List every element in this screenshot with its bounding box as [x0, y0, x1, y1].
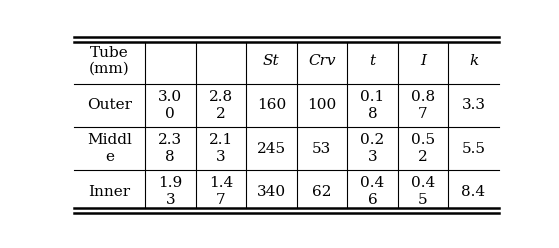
Text: 245: 245 [257, 142, 286, 155]
Text: 0.8
7: 0.8 7 [411, 90, 435, 121]
Text: 2.8
2: 2.8 2 [209, 90, 233, 121]
Text: k: k [469, 54, 478, 68]
Text: 0.4
5: 0.4 5 [411, 177, 435, 207]
Text: St: St [263, 54, 280, 68]
Text: 160: 160 [257, 98, 286, 113]
Text: 1.4
7: 1.4 7 [209, 177, 233, 207]
Text: Tube
(mm): Tube (mm) [89, 46, 130, 76]
Text: 100: 100 [307, 98, 337, 113]
Text: 8.4: 8.4 [461, 185, 486, 199]
Text: 0.1
8: 0.1 8 [361, 90, 385, 121]
Text: 0.2
3: 0.2 3 [361, 133, 385, 164]
Text: 5.5: 5.5 [462, 142, 486, 155]
Text: t: t [369, 54, 376, 68]
Text: 3.0
0: 3.0 0 [158, 90, 182, 121]
Text: 62: 62 [312, 185, 331, 199]
Text: Middl
e: Middl e [87, 133, 132, 164]
Text: 53: 53 [312, 142, 331, 155]
Text: 0.4
6: 0.4 6 [361, 177, 385, 207]
Text: 1.9
3: 1.9 3 [158, 177, 182, 207]
Text: 340: 340 [257, 185, 286, 199]
Text: 2.3
8: 2.3 8 [158, 133, 182, 164]
Text: Crv: Crv [308, 54, 335, 68]
Text: Inner: Inner [88, 185, 131, 199]
Text: I: I [420, 54, 426, 68]
Text: Outer: Outer [87, 98, 132, 113]
Text: 0.5
2: 0.5 2 [411, 133, 435, 164]
Text: 3.3: 3.3 [462, 98, 486, 113]
Text: 2.1
3: 2.1 3 [209, 133, 233, 164]
